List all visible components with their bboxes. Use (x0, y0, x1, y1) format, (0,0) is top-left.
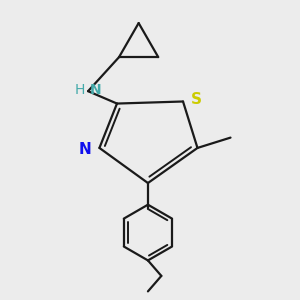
Text: S: S (191, 92, 202, 106)
Text: N: N (90, 82, 101, 97)
Text: H: H (75, 82, 85, 97)
Text: N: N (79, 142, 92, 157)
